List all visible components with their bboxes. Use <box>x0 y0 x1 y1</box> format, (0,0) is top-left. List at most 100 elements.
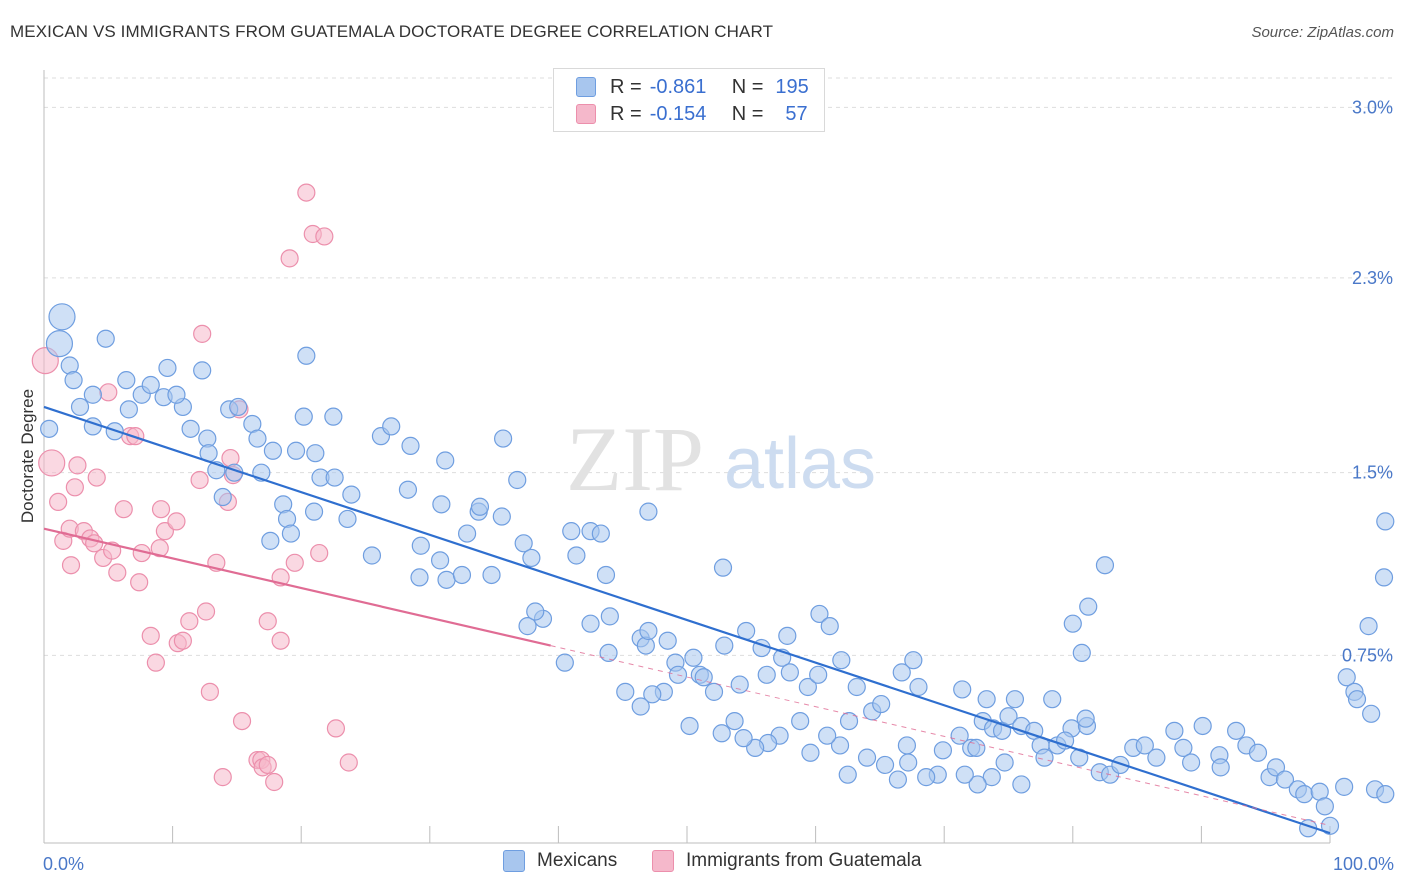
mexican-point <box>48 303 76 331</box>
mexican-point <box>141 375 160 395</box>
x-tick-label: 100.0% <box>1333 854 1394 874</box>
guatemala-point <box>65 478 84 497</box>
y-tick-label: 1.5% <box>1352 463 1393 483</box>
y-tick-label: 2.3% <box>1352 268 1393 288</box>
mexican-point <box>838 765 857 784</box>
mexican-point <box>324 407 343 426</box>
guatemala-point <box>108 563 127 582</box>
mexican-point <box>1347 690 1367 709</box>
mexican-point <box>909 677 928 697</box>
mexican-point <box>982 768 1001 787</box>
mexican-point <box>995 753 1014 772</box>
mexican-point <box>1376 512 1395 531</box>
mexican-point <box>342 485 361 504</box>
mexican-point <box>658 631 677 650</box>
guatemala-point <box>99 383 118 402</box>
mexican-point <box>1337 668 1356 687</box>
mexican-point <box>810 604 829 624</box>
mexican-point <box>514 534 533 553</box>
mexican-point <box>600 607 619 626</box>
guatemala-point <box>232 711 252 731</box>
mexican-point <box>1315 797 1334 816</box>
mexican-point <box>398 480 418 499</box>
mexican-point <box>1135 736 1154 755</box>
guatemala-point <box>114 500 133 519</box>
mexican-point <box>452 565 472 585</box>
chart-source: Source: ZipAtlas.com <box>1251 24 1394 41</box>
mexican-point <box>430 551 450 570</box>
mexican-point <box>432 495 451 514</box>
mexican-point <box>1359 617 1378 636</box>
guatemala-point <box>87 468 106 487</box>
watermark-zip: ZIP <box>566 408 704 510</box>
mexican-point <box>616 682 635 701</box>
mexican-point <box>1147 748 1166 767</box>
mexican-point <box>1063 614 1082 633</box>
r-value: -0.154 <box>649 102 707 125</box>
y-tick-label: 0.75% <box>1342 645 1393 665</box>
mexican-point <box>847 677 866 697</box>
mexican-point <box>1111 755 1130 775</box>
mexican-point <box>437 570 456 589</box>
mexican-point <box>892 663 911 682</box>
mexican-point <box>1193 716 1212 736</box>
mexican-point <box>1079 597 1098 616</box>
n-value: 57 <box>785 102 808 125</box>
mexican-point <box>338 509 357 529</box>
mexican-point <box>1035 748 1054 767</box>
mexican-point <box>362 546 382 565</box>
mexican-point <box>555 653 574 672</box>
guatemala-point <box>285 553 304 572</box>
mexican-point <box>917 768 936 787</box>
mexican-point <box>1012 775 1031 794</box>
mexican-point <box>382 417 401 436</box>
mexican-point <box>1275 770 1295 789</box>
mexican-point <box>591 524 610 543</box>
mexican-point <box>482 565 501 585</box>
mexican-point <box>457 524 477 543</box>
mexican-point <box>778 626 797 645</box>
pink-swatch <box>652 850 674 872</box>
mexican-point <box>715 636 734 655</box>
mexican-point <box>158 358 177 378</box>
tick-labels: 0.75% 1.5% 2.3% 3.0% 0.0% 100.0% <box>43 97 1394 874</box>
mexican-point <box>694 668 713 687</box>
mexican-point <box>899 753 918 772</box>
mexican-point <box>1165 721 1184 740</box>
mexican-point <box>411 536 430 555</box>
mexicans-trend-line <box>43 405 1331 835</box>
guatemala-point <box>200 682 219 701</box>
guatemala-point <box>173 631 192 650</box>
mexican-point <box>599 643 618 663</box>
guatemala-point <box>167 512 186 531</box>
mexican-point <box>167 385 186 404</box>
mexican-point <box>757 665 776 684</box>
mexican-point <box>950 726 969 745</box>
mexican-point <box>830 736 850 755</box>
trend-lines <box>43 405 1331 835</box>
mexican-point <box>410 568 429 587</box>
mexican-point <box>596 565 616 585</box>
legend-item-mexicans: Mexicans <box>503 850 617 872</box>
series-legend: Mexicans Immigrants from Guatemala <box>0 850 1406 878</box>
mexican-point <box>1335 777 1354 796</box>
mexican-point <box>297 346 316 365</box>
mexican-point <box>955 765 974 784</box>
y-axis-label: Doctorate Degree <box>18 389 37 523</box>
mexican-point <box>40 419 59 438</box>
mexican-point <box>643 685 662 704</box>
guatemala-trend-extension <box>550 645 1331 826</box>
guatemala-point <box>38 449 66 477</box>
mexican-point <box>526 602 545 621</box>
mexican-point <box>45 329 74 358</box>
mexican-point <box>818 726 837 745</box>
mexican-point <box>801 743 820 762</box>
guatemala-point <box>151 500 171 519</box>
mexican-point <box>953 680 972 699</box>
mexican-point <box>999 707 1018 726</box>
mexican-point <box>730 675 749 694</box>
mexican-point <box>639 502 658 521</box>
mexican-point <box>1076 709 1095 728</box>
mexican-point <box>1295 785 1314 804</box>
